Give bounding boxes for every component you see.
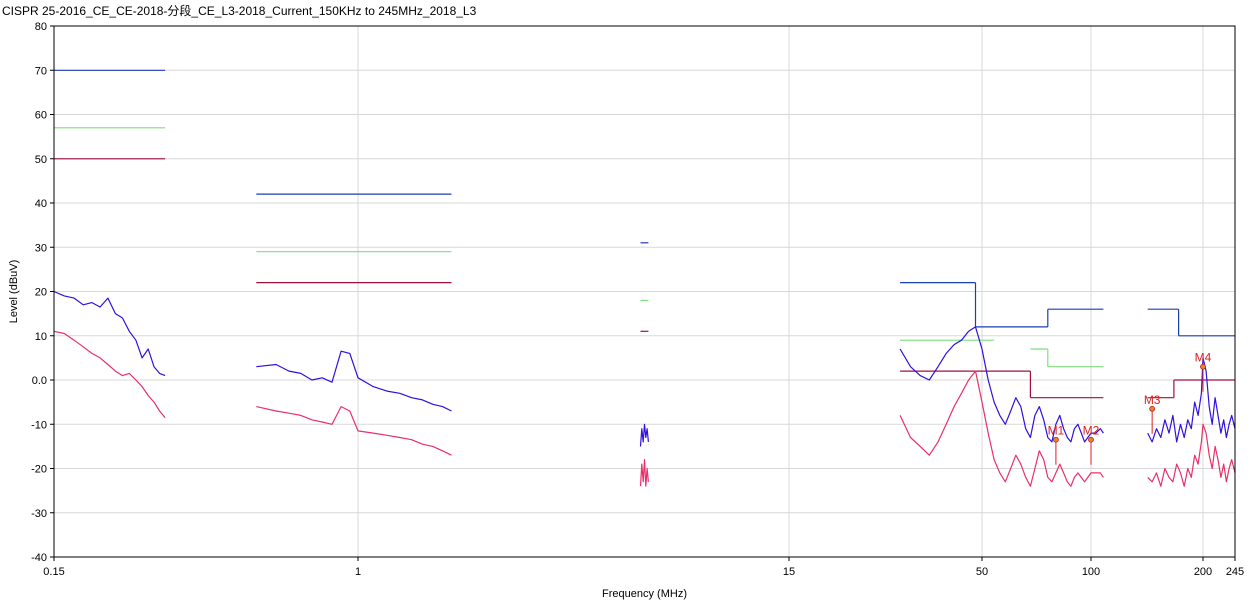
y-tick-label: 40 [35, 198, 47, 210]
series-line [1147, 423, 1236, 487]
markers: M1 M2 M3 M4 [1048, 351, 1212, 465]
y-tick-label: 20 [35, 287, 47, 299]
axes: 80 70 60 50 40 30 20 10 0.0 -10 -20 -30 -40 0.15 1 15 50… [31, 21, 1244, 578]
plot-frame [53, 25, 1236, 558]
y-axis-title: Level (dBuV) [8, 260, 20, 324]
x-axis-title: Frequency (MHz) [602, 588, 687, 600]
y-tick-label: -20 [31, 464, 47, 476]
x-tick-label: 200 [1194, 566, 1212, 578]
grid [53, 25, 1236, 558]
marker-point [1149, 405, 1156, 412]
y-tick-label: 10 [35, 331, 47, 343]
series-line [53, 290, 166, 377]
series-lines [53, 290, 1236, 487]
series-line [899, 370, 1104, 487]
y-tick-label: -30 [31, 508, 47, 520]
marker-label: M3 [1144, 393, 1161, 407]
chart-title: CISPR 25-2016_CE_CE-2018-分段_CE_L3-2018_C… [2, 4, 477, 18]
marker-label: M4 [1195, 351, 1212, 365]
marker-label: M2 [1083, 424, 1100, 438]
y-tick-label: 50 [35, 154, 47, 166]
x-tick-label: 245 [1226, 566, 1244, 578]
x-tick-label: 100 [1082, 566, 1100, 578]
series-line [256, 350, 452, 412]
y-tick-label: 60 [35, 110, 47, 122]
marker-point [1088, 436, 1094, 443]
y-tick-label: 30 [35, 242, 47, 254]
x-tick-label: 0.15 [43, 566, 64, 578]
y-tick-label: -40 [31, 552, 47, 564]
x-tick-label: 15 [783, 566, 795, 578]
y-tick-label: 80 [35, 21, 47, 33]
marker-point [1053, 436, 1059, 443]
marker-point [1200, 363, 1206, 370]
y-tick-label: 0.0 [32, 375, 47, 387]
series-line [256, 406, 452, 456]
series-line [639, 423, 649, 447]
series-line [53, 330, 166, 418]
x-tick-label: 1 [355, 566, 361, 578]
series-line [1147, 357, 1236, 443]
series-line [639, 459, 649, 487]
y-tick-label: -10 [31, 419, 47, 431]
x-tick-label: 50 [976, 566, 988, 578]
marker-label: M1 [1048, 424, 1065, 438]
limit-lines [54, 69, 1235, 399]
y-tick-label: 70 [35, 65, 47, 77]
series-line [899, 326, 1104, 443]
